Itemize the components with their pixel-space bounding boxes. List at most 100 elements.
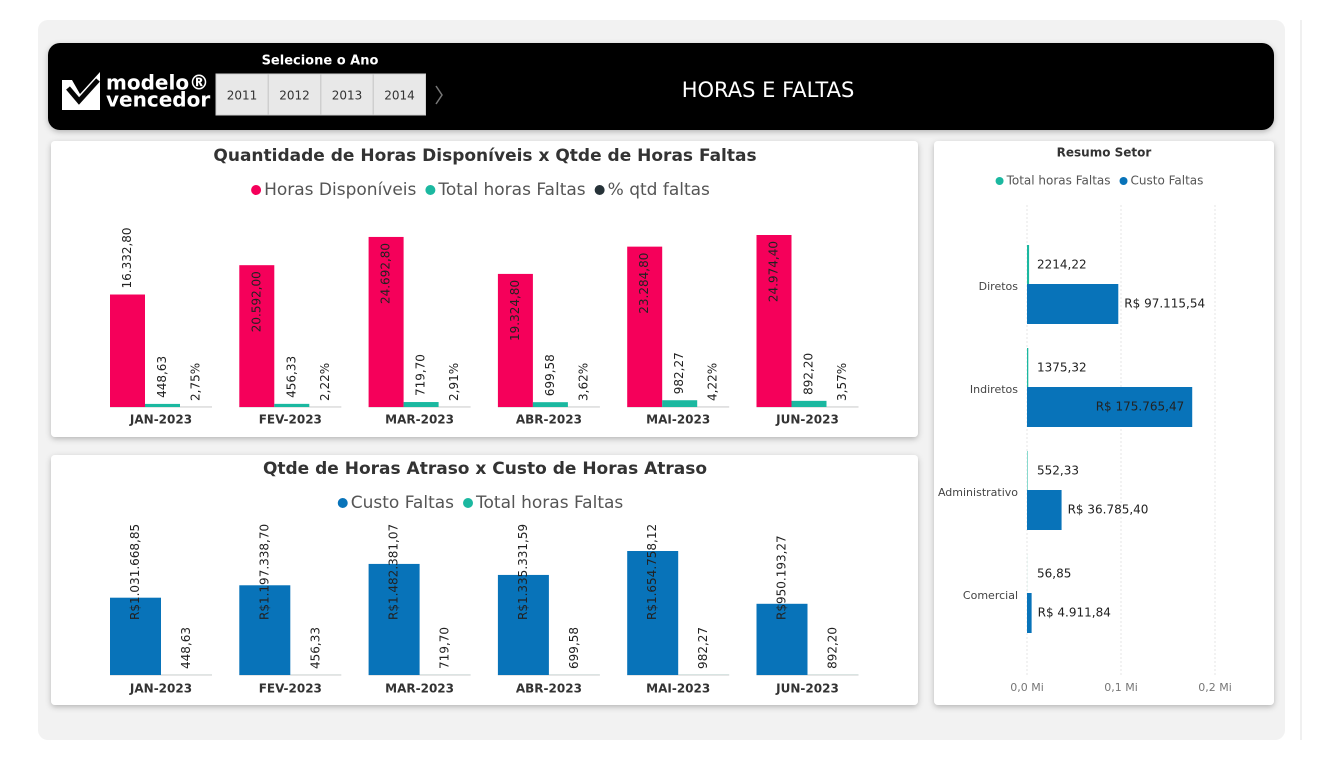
data-label: 23.284,80 (637, 253, 651, 314)
data-label: 456,33 (284, 356, 298, 398)
bar (791, 400, 827, 407)
data-label: 56,85 (1037, 567, 1071, 581)
bar (1027, 593, 1032, 633)
data-label: 24.974,40 (767, 241, 781, 302)
data-label: R$ 4.911,84 (1038, 606, 1111, 620)
data-label: R$ 175.765,47 (1096, 400, 1185, 414)
chart-title: Qtde de Horas Atraso x Custo de Horas At… (263, 459, 707, 479)
legend-marker (463, 498, 474, 508)
data-label: R$1.654.758,12 (645, 524, 659, 620)
legend-label: Custo Faltas (1131, 174, 1204, 188)
data-label: 16.332,80 (120, 227, 134, 288)
x-tick-label: 0,2 Mi (1198, 681, 1232, 694)
chart-title: Quantidade de Horas Disponíveis x Qtde d… (213, 146, 756, 166)
year-button[interactable] (215, 73, 269, 116)
legend-marker (425, 185, 436, 195)
bar (1027, 490, 1062, 530)
bar (1027, 451, 1028, 491)
data-label: 20.592,00 (249, 271, 263, 332)
x-tick-label: MAI-2023 (646, 682, 710, 696)
x-tick-label: JUN-2023 (775, 682, 839, 696)
bar (110, 597, 161, 675)
bar (627, 551, 679, 675)
data-label: 456,33 (308, 627, 322, 669)
legend-label: Total horas Faltas (475, 493, 623, 513)
bar (497, 273, 533, 407)
year-label[interactable]: 2011 (227, 89, 258, 103)
y-tick-label: Diretos (979, 280, 1019, 293)
data-label: R$1.031.668,85 (128, 524, 142, 620)
legend-marker (251, 185, 262, 195)
data-label: 3,57% (835, 363, 849, 401)
bar (497, 574, 549, 675)
bar (1027, 348, 1029, 388)
data-label: 552,33 (1037, 464, 1079, 478)
bar (756, 235, 792, 407)
data-label: 719,70 (414, 354, 428, 396)
bar (239, 585, 291, 675)
bar (403, 402, 439, 407)
data-label: 2,91% (447, 363, 461, 401)
page-title: HORAS E FALTAS (682, 78, 855, 102)
data-label: 719,70 (438, 627, 452, 669)
x-tick-label: FEV-2023 (259, 682, 322, 696)
next-arrow[interactable] (435, 85, 443, 105)
logo-text: modelo® (106, 71, 209, 95)
bar (532, 402, 568, 407)
data-label: 892,20 (802, 353, 816, 395)
legend-label: Custo Faltas (351, 493, 454, 513)
legend-label: Total horas Faltas (1006, 174, 1111, 188)
legend-label: Total horas Faltas (437, 180, 585, 200)
year-button[interactable] (373, 73, 426, 116)
bar (1027, 284, 1119, 324)
y-tick-label: Indiretos (970, 383, 1018, 396)
x-tick-label: 0,0 Mi (1010, 681, 1044, 694)
y-tick-label: Administrativo (938, 486, 1018, 499)
x-tick-label: JAN-2023 (129, 682, 192, 696)
legend-marker (337, 498, 348, 508)
x-tick-label: FEV-2023 (259, 413, 322, 427)
data-label: R$1.482.381,07 (387, 524, 401, 620)
x-tick-label: ABR-2023 (516, 682, 582, 696)
data-label: 1375,32 (1037, 361, 1087, 375)
y-tick-label: Comercial (963, 589, 1018, 602)
data-label: 982,27 (696, 627, 710, 669)
legend-marker (594, 185, 605, 195)
logo-check (66, 78, 100, 105)
data-label: R$1.335.331,59 (516, 524, 530, 620)
data-label: R$ 97.115,54 (1124, 297, 1205, 311)
data-label: 24.692,80 (379, 243, 393, 304)
year-label[interactable]: 2013 (332, 89, 363, 103)
bar (368, 236, 404, 407)
year-label[interactable]: 2014 (384, 89, 415, 103)
bar (662, 400, 698, 407)
data-label: 448,63 (155, 356, 169, 398)
data-label: 2214,22 (1037, 258, 1087, 272)
data-label: 448,63 (179, 627, 193, 669)
legend-label: % qtd faltas (608, 180, 710, 200)
bar (627, 246, 663, 407)
x-tick-label: 0,1 Mi (1104, 681, 1138, 694)
year-label[interactable]: 2012 (279, 89, 310, 103)
bar (239, 265, 275, 407)
x-tick-label: MAR-2023 (385, 413, 454, 427)
data-label: R$950.193,27 (775, 535, 789, 620)
data-label: 19.324,80 (508, 280, 522, 341)
bar (274, 403, 310, 407)
data-label: 4,22% (706, 363, 720, 401)
logo-icon (62, 72, 100, 110)
legend-marker (1119, 177, 1128, 185)
bar (1027, 387, 1193, 427)
data-label: 892,20 (826, 627, 840, 669)
data-label: 2,75% (189, 363, 203, 401)
chart-title: Resumo Setor (1057, 146, 1152, 160)
selector-label: Selecione o Ano (262, 54, 379, 69)
x-tick-label: ABR-2023 (516, 413, 582, 427)
data-label: 3,62% (576, 363, 590, 401)
x-tick-label: JAN-2023 (129, 413, 192, 427)
data-label: 699,58 (567, 627, 581, 669)
bar (1027, 245, 1030, 285)
legend-marker (995, 177, 1004, 185)
year-button[interactable] (320, 73, 374, 116)
